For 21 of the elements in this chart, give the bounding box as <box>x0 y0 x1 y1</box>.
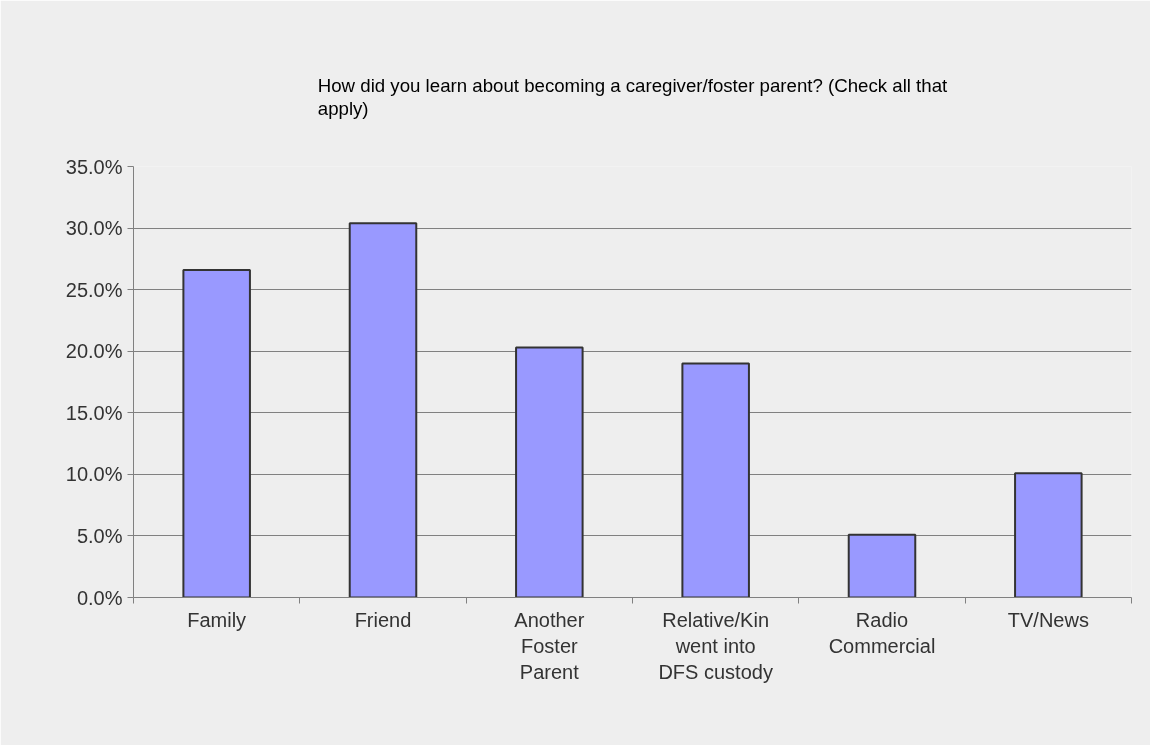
bar <box>348 222 418 598</box>
bar <box>182 268 251 598</box>
y-tick-label: 20.0% <box>65 340 123 363</box>
y-tick-label: 15.0% <box>65 401 123 424</box>
x-tick-label: Another Foster Parent <box>514 608 585 684</box>
x-tick-label: Relative/Kin went into DFS custody <box>658 608 773 684</box>
chart-title: How did you learn about becoming a caregiver/foster parent? (Check all that apply) <box>317 74 949 119</box>
bar <box>847 533 917 598</box>
y-tick-label: 35.0% <box>65 155 123 178</box>
bar <box>515 346 584 598</box>
x-tick-label: TV/News <box>1007 608 1089 631</box>
bar <box>681 362 750 598</box>
y-tick-label: 30.0% <box>65 217 123 240</box>
y-tick-label: 5.0% <box>76 524 123 547</box>
bar <box>1014 472 1083 598</box>
y-tick-label: 0.0% <box>76 586 123 609</box>
x-tick-label: Family <box>187 608 247 631</box>
x-tick-label: Radio Commercial <box>828 608 936 657</box>
y-tick-label: 10.0% <box>65 463 123 486</box>
y-tick-label: 25.0% <box>65 278 123 301</box>
x-tick-label: Friend <box>354 608 412 631</box>
